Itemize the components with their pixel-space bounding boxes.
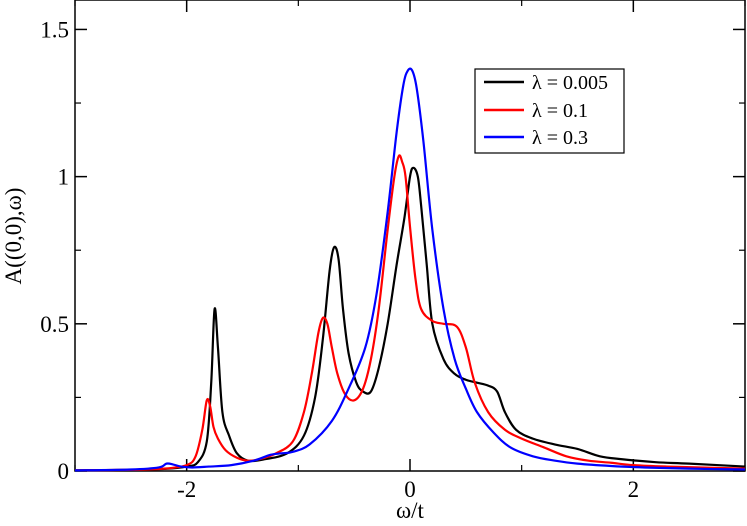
y-tick-label: 0.5 [40, 312, 69, 337]
y-tick-label: 1.5 [40, 17, 69, 42]
series-line-1 [74, 154, 746, 472]
x-tick-label: 0 [404, 477, 416, 502]
y-tick-label: 0 [58, 459, 70, 484]
legend-label-2: λ = 0.3 [532, 127, 588, 149]
series-line-2 [74, 67, 746, 472]
axis-ticks: -2 0 2 0 0.5 1 1.5 [40, 0, 746, 502]
series-layer [74, 67, 746, 472]
x-tick-label: -2 [177, 477, 196, 502]
y-axis-label: A((0,0),ω) [1, 188, 26, 285]
legend-label-0: λ = 0.005 [532, 72, 608, 94]
x-tick-label: 2 [628, 477, 640, 502]
legend: λ = 0.005 λ = 0.1 λ = 0.3 [474, 68, 625, 154]
series-line-0 [74, 166, 746, 472]
legend-label-1: λ = 0.1 [532, 100, 588, 122]
y-tick-label: 1 [58, 165, 70, 190]
x-axis-label: ω/t [396, 498, 425, 523]
